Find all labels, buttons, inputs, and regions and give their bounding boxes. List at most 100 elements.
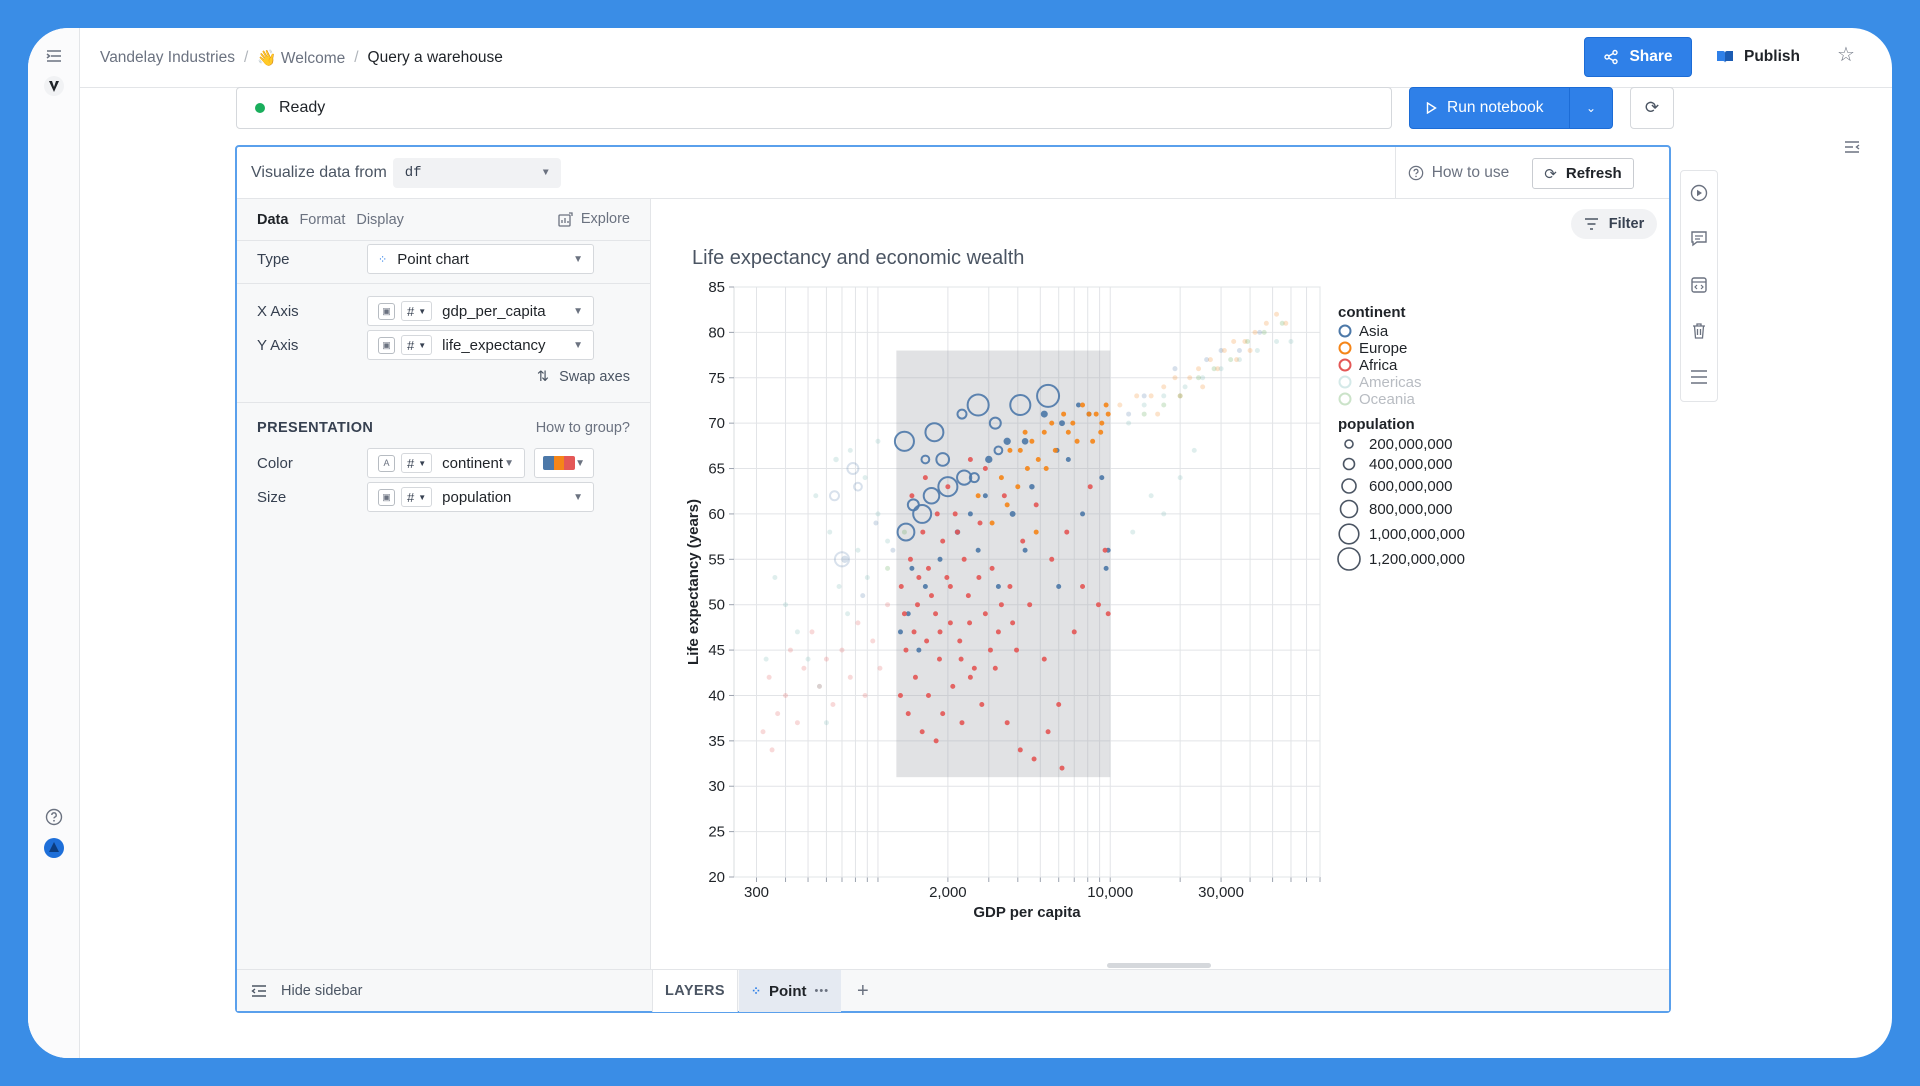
data-point [1261, 329, 1267, 335]
chevron-down-icon[interactable]: ⌄ [1585, 101, 1597, 115]
data-point [989, 565, 995, 571]
data-point [1017, 447, 1023, 453]
x-axis-type-select[interactable]: # ▼ [401, 301, 433, 321]
size-row: Size ▣ # ▼ population ▼ [257, 482, 630, 512]
y-tick-label: 20 [708, 869, 725, 886]
chevron-down-icon: ▼ [573, 305, 583, 317]
data-point [1052, 447, 1058, 453]
how-to-group-link[interactable]: How to group? [535, 420, 630, 436]
star-icon[interactable]: ☆ [1837, 44, 1855, 66]
color-type-select[interactable]: # ▼ [401, 453, 433, 473]
delete-icon[interactable] [1689, 321, 1709, 341]
breadcrumb-project[interactable]: 👋 Welcome [257, 49, 346, 67]
breadcrumb-page[interactable]: Query a warehouse [367, 49, 503, 66]
tab-display[interactable]: Display [356, 211, 404, 228]
size-field-value: population [442, 488, 512, 506]
layer-tab-point[interactable]: ⁘ Point ••• [739, 970, 841, 1012]
size-field-select[interactable]: ▣ # ▼ population ▼ [367, 482, 594, 512]
user-avatar-icon[interactable] [42, 836, 66, 860]
data-point [769, 747, 775, 753]
add-layer-button[interactable]: + [857, 980, 869, 1002]
share-button[interactable]: Share [1584, 37, 1692, 77]
palette-select[interactable]: ▼ [534, 448, 594, 478]
app-logo-icon[interactable] [42, 74, 66, 98]
share-icon [1604, 49, 1619, 65]
data-point [1009, 510, 1016, 517]
run-notebook-button[interactable]: Run notebook ⌄ [1409, 87, 1613, 129]
data-point [1041, 429, 1047, 435]
data-point [875, 438, 881, 444]
color-field-value: continent [442, 454, 504, 472]
data-point [934, 511, 940, 517]
data-point [998, 475, 1004, 481]
data-point [1099, 420, 1105, 426]
x-axis-label: X Axis [257, 302, 299, 320]
data-point [760, 729, 766, 735]
run-cell-icon[interactable] [1689, 183, 1709, 203]
explore-button[interactable]: Explore [558, 211, 630, 227]
data-point [1049, 556, 1055, 562]
data-point [813, 493, 819, 499]
data-point [1015, 484, 1021, 490]
size-type-select[interactable]: # ▼ [401, 487, 433, 507]
expand-sidebar-icon[interactable] [42, 44, 66, 68]
swap-axes-label: Swap axes [559, 369, 630, 385]
color-legend-title: continent [1338, 304, 1406, 321]
x-tick-label: 300 [744, 884, 769, 901]
data-point [1200, 384, 1206, 390]
chart-scrollbar[interactable] [1107, 963, 1211, 968]
data-point [1065, 456, 1071, 462]
y-axis-select[interactable]: ▣ # ▼ life_expectancy ▼ [367, 330, 594, 360]
filter-label: Filter [1608, 216, 1645, 232]
palette-color [553, 456, 565, 470]
menu-icon[interactable] [1689, 367, 1709, 387]
data-point [794, 720, 800, 726]
data-point [816, 683, 822, 689]
code-view-icon[interactable] [1689, 275, 1709, 295]
brush-selection [896, 350, 1111, 778]
hide-sidebar-label: Hide sidebar [281, 983, 363, 999]
collapse-panel-icon[interactable] [1844, 140, 1860, 157]
y-axis-type-select[interactable]: # ▼ [401, 335, 433, 355]
how-to-use-link[interactable]: How to use [1395, 147, 1521, 199]
data-point [912, 674, 918, 680]
size-legend-symbol [1341, 478, 1357, 494]
y-axis-title: Life expectancy (years) [685, 499, 702, 665]
config-tabs: Data Format Display Explore [237, 199, 650, 241]
dataframe-select[interactable]: df ▼ [392, 158, 561, 188]
data-point [967, 456, 973, 462]
tab-data[interactable]: Data [257, 211, 289, 228]
color-field-select[interactable]: A # ▼ continent ▼ [367, 448, 525, 478]
breadcrumb-org[interactable]: Vandelay Industries [100, 49, 235, 66]
x-axis-select[interactable]: ▣ # ▼ gdp_per_capita ▼ [367, 296, 594, 326]
comment-icon[interactable] [1689, 229, 1709, 249]
run-notebook-main[interactable]: Run notebook [1410, 88, 1570, 128]
tab-format[interactable]: Format [299, 211, 346, 228]
play-icon [1426, 102, 1437, 114]
legend-label: Asia [1359, 323, 1389, 340]
hide-sidebar-button[interactable]: Hide sidebar [251, 970, 362, 1012]
layer-more-icon[interactable]: ••• [814, 985, 830, 997]
data-point [1172, 366, 1178, 372]
legend-label: Americas [1359, 374, 1422, 391]
status-dot [255, 103, 265, 113]
chart-type-select[interactable]: ⁘ Point chart ▼ [367, 244, 594, 274]
data-point [1065, 429, 1071, 435]
data-point [954, 529, 960, 535]
filter-button[interactable]: Filter [1571, 209, 1657, 239]
scatter-chart[interactable]: Life expectancy and economic wealth 20 25 3… [652, 199, 1669, 959]
help-icon[interactable] [42, 805, 66, 829]
data-point [909, 565, 915, 571]
y-tick-label: 25 [708, 824, 725, 841]
reload-button[interactable]: ⟳ [1630, 87, 1674, 129]
publish-button[interactable]: Publish [1716, 37, 1800, 77]
refresh-button[interactable]: ⟳ Refresh [1532, 158, 1634, 189]
data-point [1182, 384, 1188, 390]
breadcrumb-separator: / [354, 49, 359, 66]
chart-cell: Visualize data from df ▼ How to use ⟳ Re… [235, 145, 1671, 1013]
data-point [979, 702, 985, 708]
data-point [1027, 602, 1033, 608]
data-point [885, 602, 891, 608]
swap-axes-button[interactable]: ⇅ Swap axes [537, 369, 630, 385]
size-legend-label: 1,200,000,000 [1369, 551, 1465, 568]
